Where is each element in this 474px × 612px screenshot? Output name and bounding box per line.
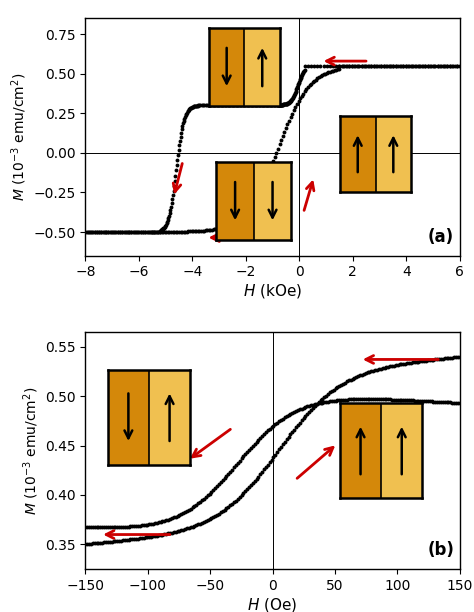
X-axis label: $H$ (Oe): $H$ (Oe) bbox=[247, 595, 298, 612]
Text: (a): (a) bbox=[428, 228, 454, 245]
X-axis label: $H$ (kOe): $H$ (kOe) bbox=[243, 282, 302, 300]
Text: (b): (b) bbox=[428, 541, 455, 559]
Y-axis label: $M$ (10$^{-3}$ emu/cm$^2$): $M$ (10$^{-3}$ emu/cm$^2$) bbox=[9, 73, 29, 201]
Y-axis label: $M$ (10$^{-3}$ emu/cm$^2$): $M$ (10$^{-3}$ emu/cm$^2$) bbox=[21, 386, 41, 515]
